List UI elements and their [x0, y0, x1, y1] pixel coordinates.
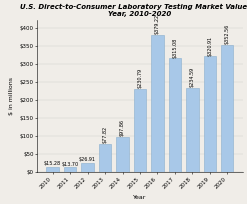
Text: $234.59: $234.59	[190, 67, 195, 87]
Text: $315.08: $315.08	[172, 37, 177, 58]
Bar	[221, 45, 233, 172]
Bar	[151, 35, 164, 172]
Bar	[64, 167, 76, 172]
Text: $352.56: $352.56	[225, 24, 230, 44]
Bar	[46, 167, 59, 172]
Text: $97.86: $97.86	[120, 119, 125, 136]
Text: $379.22: $379.22	[155, 14, 160, 34]
Text: $230.79: $230.79	[138, 68, 143, 88]
Text: $15.28: $15.28	[44, 161, 61, 166]
Text: $320.91: $320.91	[207, 35, 212, 55]
X-axis label: Year: Year	[133, 195, 147, 200]
Bar	[186, 88, 199, 172]
Text: $26.91: $26.91	[79, 157, 96, 162]
Title: U.S. Direct-to-Consumer Laboratory Testing Market Value by
Year, 2010-2020: U.S. Direct-to-Consumer Laboratory Testi…	[20, 4, 247, 17]
Bar	[169, 58, 181, 172]
Y-axis label: $ in millions: $ in millions	[9, 77, 14, 115]
Text: $77.82: $77.82	[103, 126, 107, 143]
Bar	[116, 137, 129, 172]
Bar	[134, 89, 146, 172]
Bar	[82, 163, 94, 172]
Bar	[99, 144, 111, 172]
Text: $13.70: $13.70	[62, 162, 79, 167]
Bar	[204, 56, 216, 172]
